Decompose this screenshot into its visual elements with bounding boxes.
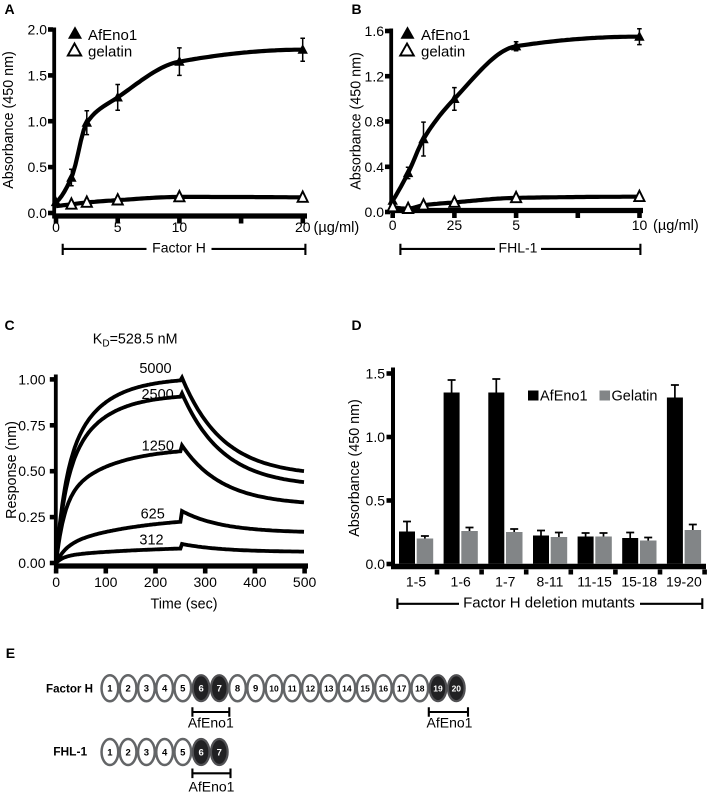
svg-text:D: D bbox=[352, 317, 362, 333]
svg-text:5000: 5000 bbox=[139, 361, 171, 377]
svg-text:Response (nm): Response (nm) bbox=[4, 421, 20, 519]
svg-text:AfEno1: AfEno1 bbox=[421, 27, 470, 44]
svg-text:10: 10 bbox=[632, 217, 648, 233]
svg-text:0.25: 0.25 bbox=[18, 509, 45, 525]
svg-text:1.6: 1.6 bbox=[365, 23, 385, 39]
svg-text:10: 10 bbox=[172, 219, 188, 235]
svg-text:AfEno1: AfEno1 bbox=[427, 715, 473, 731]
svg-text:Gelatin: Gelatin bbox=[612, 389, 658, 405]
svg-text:0.5: 0.5 bbox=[28, 159, 48, 175]
svg-text:7: 7 bbox=[217, 684, 222, 695]
svg-text:500: 500 bbox=[293, 574, 317, 590]
svg-text:KD=528.5 nM: KD=528.5 nM bbox=[93, 332, 178, 350]
svg-text:25: 25 bbox=[447, 217, 463, 233]
svg-text:5: 5 bbox=[512, 217, 520, 233]
svg-text:0.00: 0.00 bbox=[18, 555, 45, 571]
svg-text:0.8: 0.8 bbox=[365, 114, 385, 130]
svg-text:312: 312 bbox=[139, 533, 163, 549]
svg-text:20: 20 bbox=[452, 684, 462, 694]
svg-text:5: 5 bbox=[180, 684, 186, 695]
svg-text:A: A bbox=[5, 1, 15, 17]
svg-text:19: 19 bbox=[433, 684, 443, 694]
svg-text:200: 200 bbox=[144, 574, 168, 590]
svg-text:0: 0 bbox=[52, 574, 60, 590]
svg-text:14: 14 bbox=[342, 684, 352, 694]
svg-text:0.4: 0.4 bbox=[365, 159, 385, 175]
svg-text:17: 17 bbox=[397, 684, 407, 694]
svg-text:15-18: 15-18 bbox=[621, 574, 657, 590]
svg-text:1-7: 1-7 bbox=[495, 574, 515, 590]
svg-text:2: 2 bbox=[125, 684, 130, 695]
svg-text:(µg/ml): (µg/ml) bbox=[314, 220, 360, 236]
svg-text:6: 6 bbox=[198, 747, 203, 758]
svg-text:100: 100 bbox=[94, 574, 118, 590]
svg-text:15: 15 bbox=[360, 684, 370, 694]
svg-text:1-5: 1-5 bbox=[406, 574, 426, 590]
svg-text:gelatin: gelatin bbox=[421, 44, 465, 61]
svg-text:16: 16 bbox=[379, 684, 389, 694]
svg-text:0.50: 0.50 bbox=[18, 463, 45, 479]
svg-text:625: 625 bbox=[141, 506, 165, 522]
svg-text:12: 12 bbox=[306, 684, 316, 694]
svg-text:1.0: 1.0 bbox=[366, 429, 386, 445]
svg-text:1.5: 1.5 bbox=[366, 366, 386, 382]
svg-text:5: 5 bbox=[114, 219, 122, 235]
svg-text:0.0: 0.0 bbox=[365, 204, 385, 220]
svg-text:Factor H: Factor H bbox=[46, 684, 93, 696]
svg-text:5: 5 bbox=[180, 747, 186, 758]
svg-text:18: 18 bbox=[415, 684, 425, 694]
svg-text:2.0: 2.0 bbox=[28, 22, 48, 38]
svg-text:1.00: 1.00 bbox=[18, 371, 45, 387]
svg-text:300: 300 bbox=[194, 574, 218, 590]
svg-text:(µg/ml): (µg/ml) bbox=[653, 218, 699, 234]
svg-text:Absorbance (450 nm): Absorbance (450 nm) bbox=[349, 52, 365, 189]
svg-text:7: 7 bbox=[217, 747, 222, 758]
svg-text:Factor H: Factor H bbox=[152, 239, 206, 255]
svg-text:1-6: 1-6 bbox=[451, 574, 471, 590]
svg-text:9: 9 bbox=[253, 684, 258, 695]
svg-text:AfEno1: AfEno1 bbox=[188, 715, 234, 731]
svg-text:0.5: 0.5 bbox=[366, 493, 386, 509]
svg-text:0.0: 0.0 bbox=[28, 205, 48, 221]
svg-text:8-11: 8-11 bbox=[536, 574, 563, 590]
svg-text:0.75: 0.75 bbox=[18, 417, 45, 433]
svg-text:gelatin: gelatin bbox=[88, 44, 132, 61]
svg-text:0: 0 bbox=[389, 217, 397, 233]
svg-text:19-20: 19-20 bbox=[666, 574, 702, 590]
svg-text:C: C bbox=[5, 317, 15, 333]
svg-text:FHL-1: FHL-1 bbox=[53, 745, 87, 759]
svg-text:E: E bbox=[6, 645, 15, 661]
svg-text:FHL-1: FHL-1 bbox=[499, 240, 538, 256]
svg-text:1: 1 bbox=[107, 747, 113, 758]
svg-text:4: 4 bbox=[162, 684, 168, 695]
svg-text:3: 3 bbox=[144, 684, 149, 695]
svg-text:Factor H deletion mutants: Factor H deletion mutants bbox=[463, 595, 635, 612]
svg-text:1.5: 1.5 bbox=[28, 67, 48, 83]
svg-text:AfEno1: AfEno1 bbox=[189, 779, 235, 795]
svg-text:Time (sec): Time (sec) bbox=[151, 596, 218, 612]
svg-text:1: 1 bbox=[107, 684, 113, 695]
svg-text:1250: 1250 bbox=[142, 439, 174, 455]
svg-text:4: 4 bbox=[162, 747, 168, 758]
svg-text:B: B bbox=[352, 1, 362, 17]
svg-text:6: 6 bbox=[198, 684, 203, 695]
svg-text:Absorbance (450 nm): Absorbance (450 nm) bbox=[347, 399, 363, 536]
svg-text:11-15: 11-15 bbox=[577, 574, 612, 590]
svg-text:8: 8 bbox=[235, 684, 240, 695]
svg-text:1.0: 1.0 bbox=[28, 113, 48, 129]
svg-text:AfEno1: AfEno1 bbox=[88, 27, 137, 44]
svg-text:20: 20 bbox=[295, 219, 311, 235]
svg-text:13: 13 bbox=[324, 684, 334, 694]
svg-text:2: 2 bbox=[125, 747, 130, 758]
svg-text:0: 0 bbox=[52, 219, 60, 235]
svg-text:Absorbance (450 nm): Absorbance (450 nm) bbox=[1, 51, 17, 188]
svg-text:10: 10 bbox=[269, 684, 279, 694]
svg-text:0.0: 0.0 bbox=[366, 556, 386, 572]
svg-text:1.2: 1.2 bbox=[365, 68, 385, 84]
svg-text:AfEno1: AfEno1 bbox=[540, 389, 588, 405]
svg-text:11: 11 bbox=[288, 684, 297, 694]
svg-text:400: 400 bbox=[243, 574, 267, 590]
svg-text:3: 3 bbox=[144, 747, 149, 758]
